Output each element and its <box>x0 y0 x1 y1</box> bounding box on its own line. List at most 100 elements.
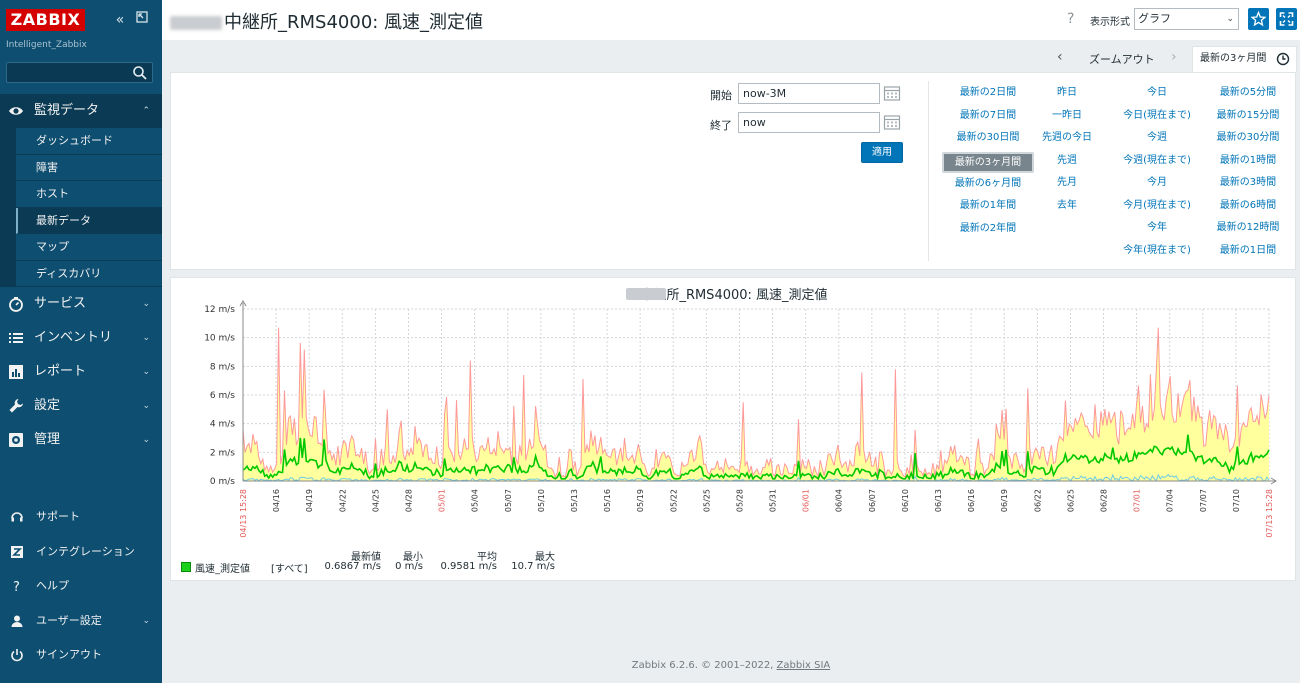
x-tick-label: 05/10 <box>537 489 546 512</box>
help-icon[interactable]: ? <box>1067 11 1075 27</box>
x-tick-label: 05/01 <box>438 489 447 512</box>
nav-inventory[interactable]: インベントリ ⌄ <box>0 321 162 355</box>
quick-range-link[interactable]: 最新の12時間 <box>1216 222 1280 233</box>
quick-range-link[interactable]: 最新の2日間 <box>959 87 1017 98</box>
x-tick-label: 05/22 <box>669 489 678 512</box>
wind-speed-graph[interactable]: 中継所_RMS4000: 風速_測定値 0 m/s 2 m/s 4 m/s 6 m/s… <box>171 278 1297 582</box>
quick-range-link[interactable]: 最新の3時間 <box>1219 177 1277 188</box>
quick-range-link[interactable]: 今月 <box>1147 177 1167 188</box>
nav-services[interactable]: サービス ⌄ <box>0 287 162 321</box>
footer-company-link[interactable]: Zabbix SIA <box>776 660 831 671</box>
nav-user-settings[interactable]: ユーザー設定 ⌄ <box>0 604 162 639</box>
chevron-down-icon: ⌄ <box>142 401 150 411</box>
view-as-select[interactable]: グラフ ⌄ <box>1134 8 1239 30</box>
nav-configuration[interactable]: 設定 ⌄ <box>0 389 162 423</box>
chevron-right-icon[interactable]: › <box>1171 49 1177 65</box>
bottom-nav: サポート インテグレーション ? ヘルプ ユーザー設定 ⌄ サインアウト <box>0 500 162 673</box>
search-input[interactable] <box>6 62 153 83</box>
nav-sign-out-label: サインアウト <box>36 648 102 661</box>
sub-item-dashboard[interactable]: ダッシュボード <box>16 128 162 155</box>
x-tick-label: 06/07 <box>868 489 877 512</box>
quick-range-link[interactable]: 最新の1年間 <box>959 200 1017 211</box>
to-label: 終了 <box>710 119 732 132</box>
nav-sign-out[interactable]: サインアウト <box>0 638 162 673</box>
quick-range-link[interactable]: 最新の1日間 <box>1219 244 1277 256</box>
quick-range-link[interactable]: 先週の今日 <box>1042 132 1092 143</box>
quick-range-link[interactable]: 最新の15分間 <box>1216 109 1280 121</box>
quick-range-link[interactable]: 今週 <box>1147 132 1167 143</box>
nav-administration[interactable]: 管理 ⌄ <box>0 423 162 457</box>
calendar-icon[interactable] <box>883 85 901 101</box>
sub-item-latest-data[interactable]: 最新データ <box>16 207 162 234</box>
quick-range-link[interactable]: 今日(現在まで) <box>1123 109 1191 121</box>
chevron-down-icon: ⌄ <box>142 435 150 445</box>
quick-range-column-4: 最新の5分間 最新の15分間 最新の30分間 最新の1時間 最新の3時間 最新の… <box>1213 83 1283 263</box>
nav-support[interactable]: サポート <box>0 500 162 535</box>
add-to-favorites-button[interactable] <box>1248 8 1269 30</box>
x-tick-label: 05/19 <box>636 489 645 512</box>
x-tick-label: 07/04 <box>1166 489 1175 512</box>
fullscreen-icon <box>1279 12 1294 26</box>
to-input[interactable]: now <box>738 112 880 133</box>
from-input[interactable]: now-3M <box>738 83 880 104</box>
quick-range-link[interactable]: 最新の2年間 <box>959 222 1017 234</box>
eye-icon <box>9 107 23 115</box>
quick-range-link[interactable]: 今月(現在まで) <box>1123 199 1191 211</box>
nav-integrations[interactable]: インテグレーション <box>0 535 162 570</box>
calendar-icon[interactable] <box>883 114 901 130</box>
nav-help-label: ヘルプ <box>36 579 69 592</box>
quick-range-link-selected[interactable]: 最新の3ヶ月間 <box>942 151 1034 173</box>
nav-reports[interactable]: レポート ⌄ <box>0 355 162 389</box>
quick-range-link[interactable]: 去年 <box>1057 199 1077 211</box>
tab-time-period[interactable]: 最新の3ヶ月間 <box>1192 46 1297 72</box>
search-icon[interactable] <box>132 65 148 81</box>
legend-header-avg: 平均 <box>477 552 497 563</box>
page-title-text: 中継所_RMS4000: 風速_測定値 <box>224 12 484 33</box>
quick-range-link[interactable]: 先週 <box>1057 154 1077 166</box>
quick-range-link[interactable]: 最新の7日間 <box>959 109 1017 121</box>
nav-help[interactable]: ? ヘルプ <box>0 569 162 604</box>
quick-range-link[interactable]: 先月 <box>1057 177 1077 188</box>
quick-range-link[interactable]: 今年 <box>1147 222 1167 233</box>
quick-range-link[interactable]: 最新の30日間 <box>956 132 1020 143</box>
sub-item-problems[interactable]: 障害 <box>16 154 162 181</box>
series-max-area <box>243 327 1269 481</box>
y-tick-label: 2 m/s <box>210 448 235 458</box>
legend-value-min: 0 m/s <box>395 561 423 572</box>
sub-item-discovery[interactable]: ディスカバリ <box>16 260 162 287</box>
quick-range-link[interactable]: 今日 <box>1147 87 1167 98</box>
quick-range-link[interactable]: 最新の6ヶ月間 <box>954 177 1022 189</box>
y-tick-label: 8 m/s <box>210 362 235 372</box>
quick-range-link[interactable]: 最新の5分間 <box>1219 87 1277 98</box>
star-icon <box>1251 11 1266 27</box>
quick-range-column-3: 今日 今日(現在まで) 今週 今週(現在まで) 今月 今月(現在まで) 今年 今… <box>1118 83 1196 263</box>
x-tick-label: 06/01 <box>802 489 811 512</box>
quick-range-link[interactable]: 最新の1時間 <box>1219 154 1277 166</box>
apply-button[interactable]: 適用 <box>861 142 903 163</box>
x-tick-label: 06/19 <box>1000 489 1009 512</box>
collapse-sidebar-icon[interactable]: « <box>115 12 125 28</box>
kiosk-mode-icon[interactable] <box>134 11 150 29</box>
power-icon <box>11 649 23 662</box>
quick-range-link[interactable]: 一昨日 <box>1052 109 1082 121</box>
sidebar: ZABBIX « Intelligent_Zabbix 監視データ ⌃ ダッシュ… <box>0 0 162 683</box>
nav-monitoring[interactable]: 監視データ ⌃ <box>0 94 162 128</box>
nav-inventory-label: インベントリ <box>34 330 113 345</box>
x-tick-label: 05/28 <box>735 489 744 512</box>
x-tick-label: 06/10 <box>901 489 910 512</box>
zoom-out-button[interactable]: ズームアウト <box>1089 53 1155 66</box>
chevron-left-icon[interactable]: ‹ <box>1057 49 1063 65</box>
quick-range-link[interactable]: 最新の30分間 <box>1216 132 1280 143</box>
quick-range-link[interactable]: 最新の6時間 <box>1219 199 1277 211</box>
legend-header-min: 最小 <box>403 552 423 563</box>
quick-range-link[interactable]: 今週(現在まで) <box>1123 154 1191 166</box>
fullscreen-button[interactable] <box>1276 8 1297 30</box>
zabbix-logo[interactable]: ZABBIX <box>6 9 85 31</box>
quick-range-link[interactable]: 今年(現在まで) <box>1123 244 1191 256</box>
y-axis-arrow <box>239 300 247 307</box>
quick-range-link[interactable]: 昨日 <box>1057 87 1077 98</box>
x-tick-label: 07/10 <box>1232 489 1241 512</box>
sub-item-maps[interactable]: マップ <box>16 234 162 261</box>
chevron-down-icon: ⌄ <box>142 367 150 377</box>
sub-item-hosts[interactable]: ホスト <box>16 181 162 208</box>
